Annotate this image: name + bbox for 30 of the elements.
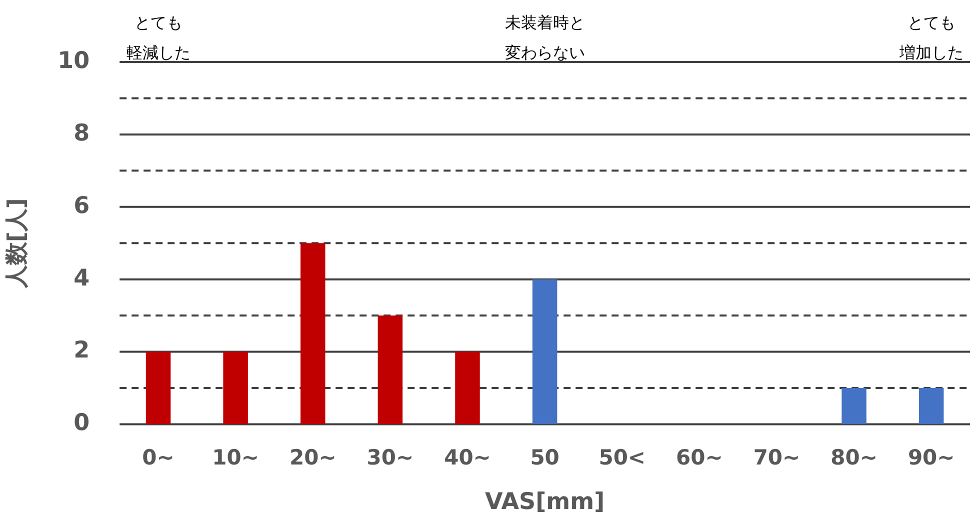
bar [223,352,248,424]
annotation: とても増加した [898,13,964,62]
x-tick-label: 40~ [444,445,491,470]
bar [146,352,171,424]
x-tick-label: 30~ [366,445,414,470]
x-axis-title: VAS[mm] [485,489,605,516]
bar [300,243,326,424]
x-tick-label: 80~ [830,445,878,470]
y-tick-label: 10 [58,48,90,74]
annotation: 未装着時と変わらない [504,13,585,62]
bar [455,352,480,424]
x-tick-label: 70~ [753,445,800,470]
x-tick-label: 50 [530,445,560,470]
bar [842,388,866,424]
x-tick-label: 20~ [289,445,336,470]
y-tick-label: 4 [74,265,90,292]
y-tick-label: 6 [74,192,90,219]
y-tick-label: 0 [74,410,90,436]
x-tick-label: 10~ [212,445,259,470]
x-tick-label: 90~ [908,445,955,470]
bar [378,316,403,424]
annotation: とても軽減した [126,13,190,62]
x-tick-label: 50< [598,445,646,470]
bar [532,279,558,424]
y-tick-label: 2 [74,338,90,364]
y-tick-label: 8 [74,120,90,146]
y-axis-title: 人数[人] [4,198,30,290]
x-tick-label: 0~ [142,445,174,470]
x-tick-label: 60~ [676,445,723,470]
bar [918,388,944,424]
